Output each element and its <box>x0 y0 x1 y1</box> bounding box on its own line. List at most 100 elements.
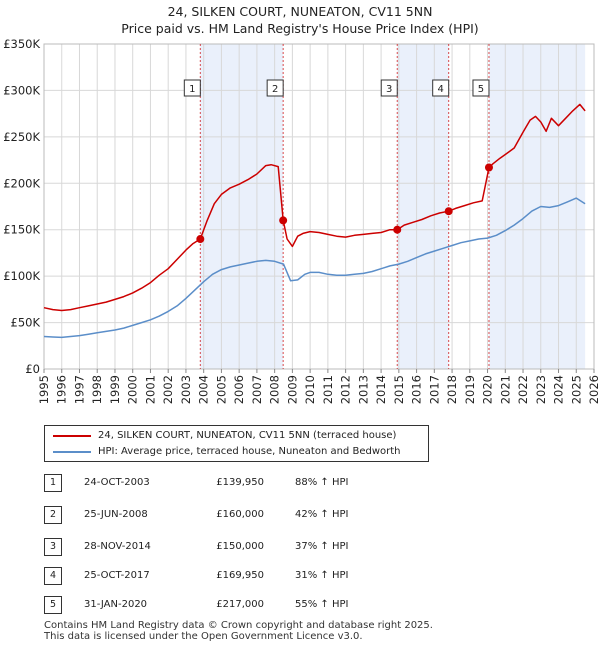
sale-row: 5 31-JAN-2020 £217,000 55% ↑ HPI <box>44 596 444 614</box>
sale-number-badge: 1 <box>44 474 62 492</box>
y-tick-label: £50K <box>11 316 41 330</box>
sale-badge-number: 3 <box>386 84 392 95</box>
sale-date: 24-OCT-2003 <box>84 477 150 488</box>
price-chart: 1 2 3 4 5 £0 £50K £100K £150K £200K £250K £300K £35… <box>3 37 600 404</box>
x-tick-label: 1996 <box>55 375 69 404</box>
sale-date: 25-JUN-2008 <box>84 509 148 520</box>
y-tick-label: £250K <box>3 130 40 144</box>
sale-badge-box <box>432 79 450 97</box>
chart-title-line1: 24, SILKEN COURT, NUNEATON, CV11 5NN <box>167 4 433 19</box>
sale-price: £139,950 <box>216 477 264 488</box>
sale-hpi-change: 31% ↑ HPI <box>295 570 349 581</box>
sale-row: 3 28-NOV-2014 £150,000 37% ↑ HPI <box>44 538 444 556</box>
sale-badge-number: 5 <box>478 84 484 95</box>
sale-badge-marker: 1 <box>183 79 201 97</box>
sale-point <box>279 216 288 225</box>
x-tick-label: 1999 <box>108 375 122 404</box>
sale-badge-marker: 3 <box>380 79 398 97</box>
sale-point <box>393 225 402 234</box>
sale-date: 31-JAN-2020 <box>84 599 148 610</box>
x-tick-label: 2003 <box>179 375 193 404</box>
sale-point <box>196 235 205 244</box>
sale-badge-box <box>380 79 398 97</box>
x-tick-label: 2023 <box>534 375 548 404</box>
x-tick-label: 2012 <box>339 375 353 404</box>
sale-badge-box <box>266 79 284 97</box>
hpi-series-line <box>43 197 586 339</box>
x-tick-label: 2017 <box>427 375 441 404</box>
x-tick-label: 2007 <box>250 375 264 404</box>
x-tick-label: 2002 <box>161 375 175 404</box>
x-tick-label: 1997 <box>72 375 86 404</box>
x-tick-label: 1995 <box>37 375 51 404</box>
x-tick-label: 2019 <box>463 375 477 404</box>
x-tick-label: 2026 <box>587 375 600 404</box>
y-tick-label: £100K <box>3 269 40 283</box>
sale-badge-marker: 4 <box>432 79 450 97</box>
sale-hpi-change: 37% ↑ HPI <box>295 541 349 552</box>
sale-number-badge: 4 <box>44 567 62 585</box>
sale-number-badge: 3 <box>44 538 62 556</box>
x-tick-label: 2018 <box>445 375 459 404</box>
sale-badge-marker: 2 <box>266 79 284 97</box>
x-tick-label: 2014 <box>374 375 388 404</box>
plot-border <box>43 43 595 370</box>
x-tick-label: 1998 <box>90 375 104 404</box>
footer-copyright: Contains HM Land Registry data © Crown c… <box>44 620 433 631</box>
x-tick-label: 2004 <box>197 375 211 404</box>
x-tick-label: 2015 <box>392 375 406 404</box>
chart-title: 24, SILKEN COURT, NUNEATON, CV11 5NN Pri… <box>0 3 600 37</box>
sale-hpi-change: 55% ↑ HPI <box>295 599 349 610</box>
y-tick-label: £300K <box>3 83 40 97</box>
sale-badge-box <box>183 79 201 97</box>
sale-row: 2 25-JUN-2008 £160,000 42% ↑ HPI <box>44 506 444 524</box>
legend: 24, SILKEN COURT, NUNEATON, CV11 5NN (te… <box>44 425 429 462</box>
legend-label-hpi: HPI: Average price, terraced house, Nune… <box>98 446 401 457</box>
sale-number-badge: 2 <box>44 506 62 524</box>
x-tick-label: 2006 <box>232 375 246 404</box>
y-tick-label: £150K <box>3 223 40 237</box>
sale-badge-number: 4 <box>438 84 444 95</box>
sale-row: 1 24-OCT-2003 £139,950 88% ↑ HPI <box>44 474 444 492</box>
sale-badge-number: 2 <box>272 84 278 95</box>
legend-label-property: 24, SILKEN COURT, NUNEATON, CV11 5NN (te… <box>98 430 397 441</box>
sale-date: 28-NOV-2014 <box>84 541 151 552</box>
ownership-period-shade <box>397 44 449 369</box>
sale-price: £217,000 <box>216 599 264 610</box>
x-tick-label: 2001 <box>143 375 157 404</box>
y-tick-label: £350K <box>3 37 40 51</box>
sale-point <box>484 163 493 172</box>
sale-badge-box <box>472 79 490 97</box>
x-tick-label: 2025 <box>569 375 583 404</box>
sale-point <box>444 207 453 216</box>
sale-price: £150,000 <box>216 541 264 552</box>
x-tick-label: 2022 <box>516 375 530 404</box>
sale-price: £169,950 <box>216 570 264 581</box>
sale-badge-number: 1 <box>189 84 195 95</box>
x-tick-label: 2021 <box>498 375 512 404</box>
sale-number-badge: 5 <box>44 596 62 614</box>
ownership-period-shade <box>488 44 586 369</box>
x-tick-label: 2010 <box>303 375 317 404</box>
x-tick-label: 2016 <box>410 375 424 404</box>
sale-price: £160,000 <box>216 509 264 520</box>
y-tick-label: £0 <box>25 362 40 376</box>
sale-hpi-change: 88% ↑ HPI <box>295 477 349 488</box>
sale-hpi-change: 42% ↑ HPI <box>295 509 349 520</box>
sale-badge-marker: 5 <box>472 79 490 97</box>
x-tick-label: 2009 <box>285 375 299 404</box>
x-tick-label: 2000 <box>126 375 140 404</box>
footer: Contains HM Land Registry data © Crown c… <box>44 620 433 642</box>
legend-line-property <box>53 435 91 437</box>
x-tick-label: 2008 <box>268 375 282 404</box>
ownership-period-shade <box>200 44 284 369</box>
legend-line-hpi <box>53 451 91 453</box>
sale-row: 4 25-OCT-2017 £169,950 31% ↑ HPI <box>44 567 444 585</box>
sale-date: 25-OCT-2017 <box>84 570 150 581</box>
x-tick-label: 2013 <box>356 375 370 404</box>
x-tick-label: 2005 <box>214 375 228 404</box>
property-series-line <box>43 103 586 312</box>
chart-title-line2: Price paid vs. HM Land Registry's House … <box>121 21 479 36</box>
x-tick-label: 2020 <box>481 375 495 404</box>
y-tick-label: £200K <box>3 176 40 190</box>
